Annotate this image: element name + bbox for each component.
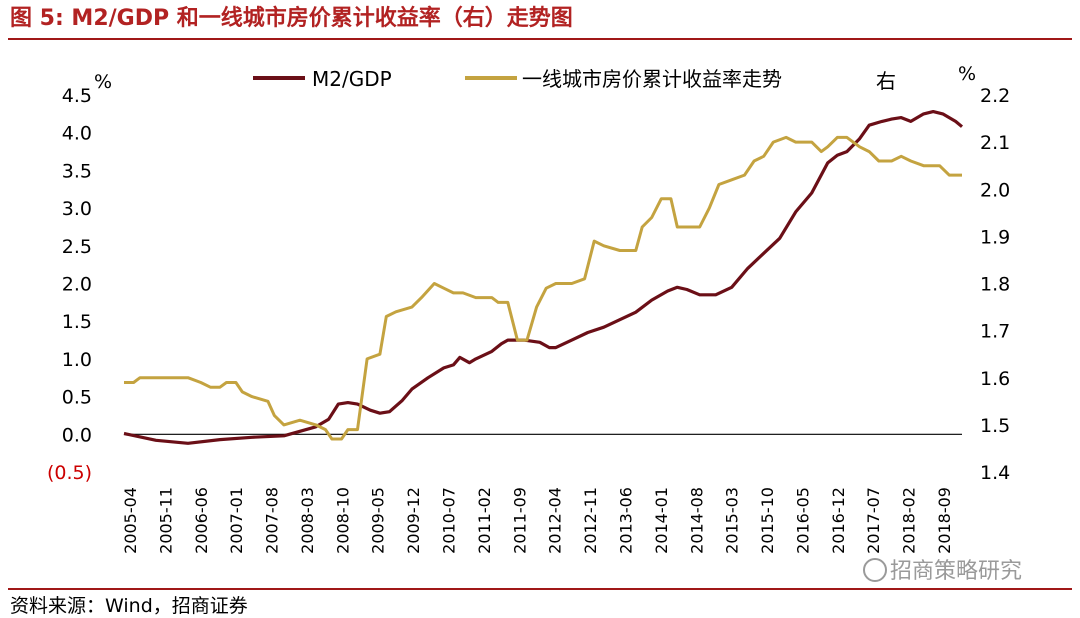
x-tick-label: 2008-03 [298, 487, 317, 554]
right-tick-label: 2.0 [980, 179, 1010, 201]
left-tick-label: 2.5 [62, 236, 92, 258]
left-tick-label: (0.5) [47, 462, 92, 484]
right-tick-label: 1.5 [980, 415, 1010, 437]
left-tick-label: 1.5 [62, 311, 92, 333]
x-tick-label: 2010-07 [440, 487, 459, 554]
right-tick-label: 1.7 [980, 321, 1010, 343]
legend-label-m2gdp: M2/GDP [312, 67, 392, 91]
x-tick-label: 2014-08 [687, 487, 706, 554]
watermark: 招商策略研究 [863, 558, 1022, 584]
right-tick-label: 2.1 [980, 132, 1010, 154]
bottom-rule [8, 588, 1072, 590]
x-tick-label: 2007-01 [227, 487, 246, 554]
right-axis-ticks: 2.2 2.1 2.0 1.9 1.8 1.7 1.6 1.5 1.4 [980, 85, 1010, 484]
x-tick-label: 2014-01 [652, 487, 671, 554]
x-tick-label: 2005-11 [156, 487, 175, 554]
left-tick-label: 2.0 [62, 274, 92, 296]
series-lines [123, 110, 964, 445]
left-tick-label: 4.0 [62, 123, 92, 145]
wechat-icon [863, 558, 887, 582]
watermark-text: 招商策略研究 [890, 559, 1022, 584]
legend: M2/GDP 一线城市房价累计收益率走势 右 [253, 67, 896, 93]
right-tick-label: 1.9 [980, 226, 1010, 248]
left-axis-ticks: 4.5 4.0 3.5 3.0 2.5 2.0 1.5 1.0 0.5 0.0 (0.5) [47, 85, 92, 484]
x-tick-label: 2005-04 [121, 487, 140, 554]
source-note: 资料来源：Wind，招商证券 [10, 595, 248, 617]
top-rule [8, 38, 1072, 40]
left-tick-label: 3.5 [62, 160, 92, 182]
left-tick-label: 0.0 [62, 424, 92, 446]
right-unit-label: % [958, 63, 976, 85]
x-tick-label: 2015-10 [758, 487, 777, 554]
x-tick-label: 2007-08 [263, 487, 282, 554]
left-tick-label: 0.5 [62, 387, 92, 409]
x-tick-label: 2011-02 [475, 487, 494, 554]
left-tick-label: 3.0 [62, 198, 92, 220]
x-tick-label: 2006-06 [192, 487, 211, 554]
left-tick-label: 1.0 [62, 349, 92, 371]
x-tick-label: 2009-12 [404, 487, 423, 554]
right-tick-label: 1.6 [980, 368, 1010, 390]
right-axis-marker: 右 [876, 69, 896, 93]
right-tick-label: 1.4 [980, 462, 1010, 484]
x-tick-label: 2018-09 [935, 487, 954, 554]
x-tick-label: 2016-12 [829, 487, 848, 554]
x-tick-label: 2016-05 [793, 487, 812, 554]
chart: 4.54.03.53.02.52.01.51.00.50.0(0.5) 2.22… [47, 63, 1022, 584]
x-tick-label: 2012-11 [581, 487, 600, 554]
right-tick-label: 2.2 [980, 85, 1010, 107]
left-unit-label: % [94, 71, 112, 93]
series-line-housing [124, 135, 962, 441]
x-axis-ticks: 2005-04 2005-11 2006-06 2007-01 2007-08 2008-… [121, 487, 954, 554]
x-tick-label: 2015-03 [723, 487, 742, 554]
x-tick-label: 2009-05 [369, 487, 388, 554]
x-tick-label: 2008-10 [333, 487, 352, 554]
x-tick-label: 2012-04 [546, 487, 565, 554]
right-tick-label: 1.8 [980, 274, 1010, 296]
series-line-m2gdp [123, 110, 964, 445]
legend-label-housing: 一线城市房价累计收益率走势 [522, 67, 782, 91]
x-tick-label: 2018-02 [900, 487, 919, 554]
figure-title: 图 5: M2/GDP 和一线城市房价累计收益率（右）走势图 [10, 6, 573, 31]
x-tick-label: 2011-09 [510, 487, 529, 554]
x-tick-label: 2013-06 [616, 487, 635, 554]
left-tick-label: 4.5 [62, 85, 92, 107]
x-tick-label: 2017-07 [864, 487, 883, 554]
